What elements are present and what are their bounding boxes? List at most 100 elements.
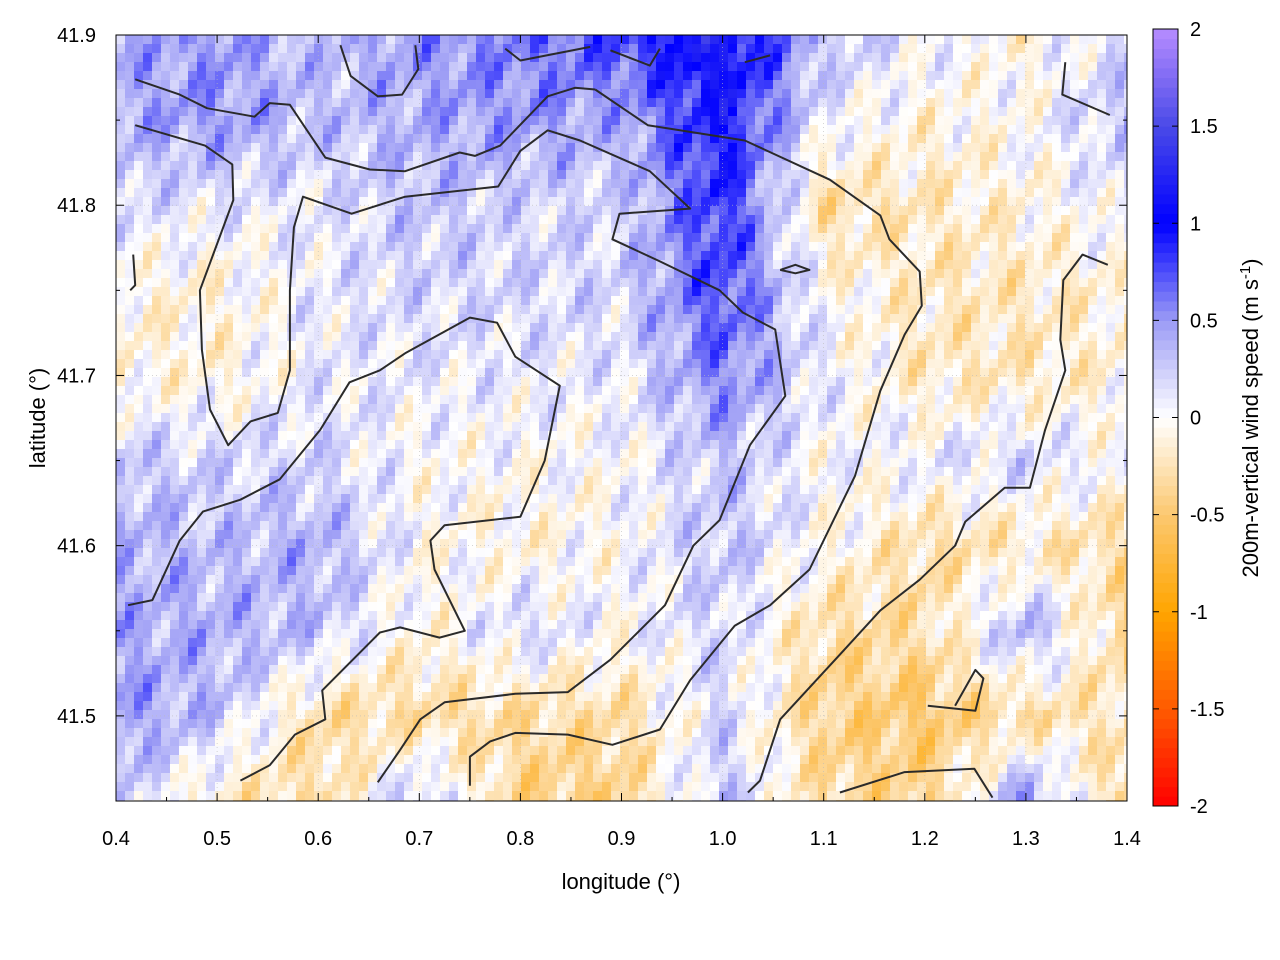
heatmap-cell — [737, 62, 747, 72]
heatmap-cell — [944, 62, 954, 72]
heatmap-cell — [980, 242, 990, 252]
heatmap-cell — [296, 368, 306, 378]
heatmap-cell — [170, 152, 180, 162]
heatmap-cell — [494, 53, 504, 63]
heatmap-cell — [818, 368, 828, 378]
heatmap-cell — [665, 71, 675, 81]
heatmap-cell — [260, 260, 270, 270]
heatmap-cell — [206, 341, 216, 351]
heatmap-cell — [899, 71, 909, 81]
heatmap-cell — [692, 413, 702, 423]
heatmap-cell — [1007, 305, 1017, 315]
heatmap-cell — [935, 179, 945, 189]
heatmap-cell — [485, 368, 495, 378]
heatmap-cell — [737, 98, 747, 108]
heatmap-cell — [359, 197, 369, 207]
heatmap-cell — [278, 341, 288, 351]
heatmap-cell — [242, 134, 252, 144]
heatmap-cell — [485, 413, 495, 423]
heatmap-cell — [719, 161, 729, 171]
heatmap-cell — [494, 170, 504, 180]
heatmap-cell — [260, 251, 270, 261]
heatmap-cell — [314, 242, 324, 252]
heatmap-cell — [755, 107, 765, 117]
heatmap-cell — [908, 368, 918, 378]
heatmap-cell — [440, 323, 450, 333]
heatmap-cell — [1115, 305, 1125, 315]
heatmap-cell — [395, 116, 405, 126]
heatmap-cell — [1025, 197, 1035, 207]
heatmap-cell — [116, 431, 126, 441]
heatmap-cell — [647, 368, 657, 378]
heatmap-cell — [188, 152, 198, 162]
heatmap-cell — [836, 71, 846, 81]
heatmap-cell — [1016, 395, 1026, 405]
heatmap-cell — [215, 62, 225, 72]
heatmap-cell — [755, 314, 765, 324]
heatmap-cell — [1124, 206, 1128, 216]
heatmap-cell — [1079, 143, 1089, 153]
heatmap-cell — [602, 53, 612, 63]
heatmap-cell — [917, 305, 927, 315]
heatmap-cell — [827, 197, 837, 207]
heatmap-cell — [152, 323, 162, 333]
heatmap-cell — [440, 332, 450, 342]
heatmap-cell — [800, 161, 810, 171]
heatmap-cell — [926, 197, 936, 207]
heatmap-cell — [809, 350, 819, 360]
heatmap-cell — [917, 278, 927, 288]
heatmap-cell — [413, 44, 423, 54]
heatmap-cell — [368, 44, 378, 54]
heatmap-cell — [143, 35, 153, 45]
heatmap-cell — [197, 152, 207, 162]
heatmap-cell — [773, 71, 783, 81]
heatmap-cell — [656, 359, 666, 369]
heatmap-cell — [260, 377, 270, 387]
heatmap-cell — [1106, 80, 1116, 90]
heatmap-cell — [908, 413, 918, 423]
heatmap-cell — [818, 98, 828, 108]
heatmap-cell — [476, 359, 486, 369]
heatmap-cell — [116, 404, 126, 414]
heatmap-cell — [143, 296, 153, 306]
heatmap-cell — [692, 62, 702, 72]
heatmap-cell — [584, 332, 594, 342]
heatmap-cell — [1088, 395, 1098, 405]
heatmap-cell — [557, 152, 567, 162]
heatmap-cell — [746, 233, 756, 243]
heatmap-cell — [674, 242, 684, 252]
heatmap-cell — [953, 287, 963, 297]
heatmap-cell — [1043, 341, 1053, 351]
heatmap-cell — [1079, 89, 1089, 99]
heatmap-cell — [449, 134, 459, 144]
heatmap-cell — [215, 287, 225, 297]
heatmap-cell — [413, 35, 423, 45]
heatmap-cell — [827, 161, 837, 171]
heatmap-cell — [1034, 188, 1044, 198]
heatmap-cell — [314, 170, 324, 180]
heatmap-cell — [530, 116, 540, 126]
heatmap-cell — [791, 35, 801, 45]
heatmap-cell — [836, 296, 846, 306]
heatmap-cell — [449, 143, 459, 153]
heatmap-cell — [584, 125, 594, 135]
heatmap-cell — [845, 314, 855, 324]
heatmap-cell — [188, 116, 198, 126]
heatmap-cell — [926, 332, 936, 342]
heatmap-cell — [575, 332, 585, 342]
heatmap-cell — [674, 107, 684, 117]
heatmap-cell — [494, 197, 504, 207]
heatmap-cell — [953, 359, 963, 369]
heatmap-cell — [458, 269, 468, 279]
heatmap-cell — [413, 224, 423, 234]
heatmap-cell — [908, 224, 918, 234]
heatmap-cell — [530, 62, 540, 72]
heatmap-cell — [413, 395, 423, 405]
heatmap-cell — [1034, 377, 1044, 387]
heatmap-cell — [854, 134, 864, 144]
heatmap-cell — [1007, 278, 1017, 288]
heatmap-cell — [152, 242, 162, 252]
heatmap-cell — [584, 71, 594, 81]
heatmap-cell — [314, 125, 324, 135]
heatmap-cell — [404, 188, 414, 198]
